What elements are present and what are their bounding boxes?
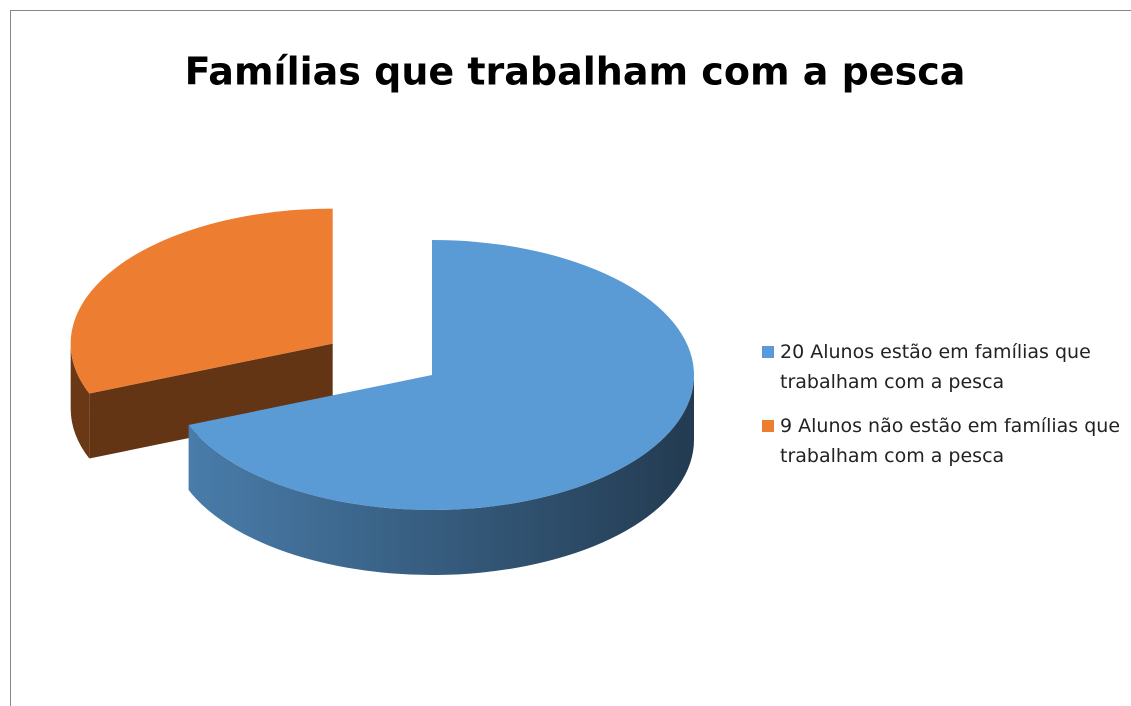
pie-slice: [188, 240, 694, 575]
legend-label: 9 Alunos não estão em famílias que traba…: [780, 415, 1121, 467]
legend-swatch: [762, 346, 774, 358]
legend-item: 20 Alunos estão em famílias que trabalha…: [762, 337, 1122, 397]
legend-swatch: [762, 420, 774, 432]
pie-slice: [70, 208, 333, 459]
chart-title: Famílias que trabalham com a pesca: [185, 50, 966, 94]
chart-frame: [10, 10, 1131, 706]
slice-top: [188, 240, 694, 510]
slice-side-wall: [70, 343, 90, 459]
slice-side-wall: [188, 375, 694, 575]
slice-cut-face: [89, 343, 333, 459]
legend: 20 Alunos estão em famílias que trabalha…: [762, 337, 1122, 485]
slice-top: [70, 208, 333, 394]
legend-label: 20 Alunos estão em famílias que trabalha…: [780, 341, 1091, 393]
legend-item: 9 Alunos não estão em famílias que traba…: [762, 411, 1122, 471]
